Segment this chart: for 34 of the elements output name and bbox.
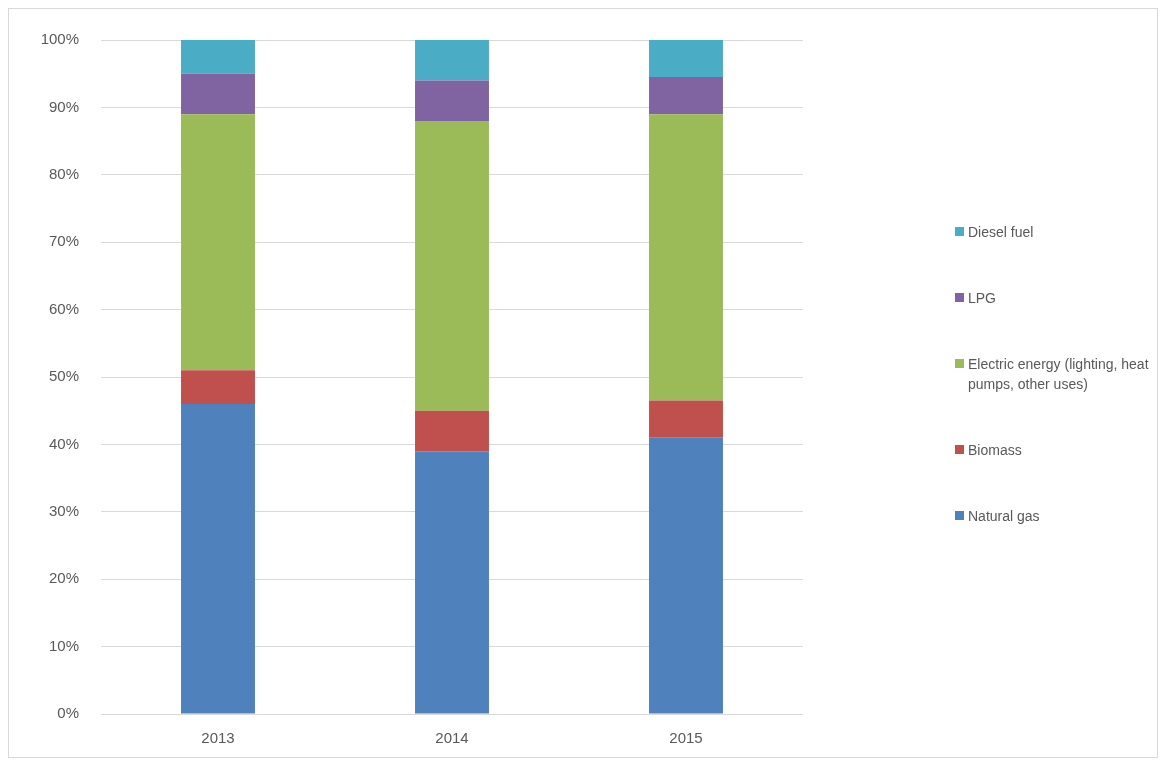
bar [181, 73, 255, 115]
y-tick-label: 100% [40, 30, 79, 48]
x-tick-label: 2015 [669, 729, 703, 747]
legend-label: Natural gas [968, 507, 1041, 526]
y-tick-label: 60% [48, 299, 79, 317]
bar [649, 437, 723, 714]
legend-label: Electric energy (lighting, heat pumps, other uses) [968, 355, 1150, 394]
legend-label: LPG [968, 289, 997, 308]
bar [415, 120, 489, 411]
bar [649, 114, 723, 401]
y-tick-label: 40% [48, 434, 79, 452]
bar [181, 40, 255, 74]
y-tick-label: 80% [48, 164, 79, 182]
bar [415, 410, 489, 452]
y-tick-label: 30% [48, 501, 79, 519]
bar [415, 40, 489, 81]
x-tick-label: 2014 [435, 729, 469, 747]
x-tick-label: 2013 [201, 729, 235, 747]
y-tick-label: 0% [57, 704, 79, 722]
bar [649, 40, 723, 78]
legend-label: Diesel fuel [968, 223, 1035, 242]
y-tick-label: 70% [48, 232, 79, 250]
legend-label: Biomass [968, 441, 1023, 460]
bar [649, 77, 723, 115]
y-tick-label: 50% [48, 367, 79, 385]
bar [649, 400, 723, 438]
bar [181, 370, 255, 404]
y-tick-label: 90% [48, 97, 79, 115]
y-tick-label: 10% [48, 636, 79, 654]
bar [415, 80, 489, 121]
y-tick-label: 20% [48, 569, 79, 587]
bar [415, 451, 489, 714]
bar [181, 403, 255, 714]
bar [181, 114, 255, 371]
